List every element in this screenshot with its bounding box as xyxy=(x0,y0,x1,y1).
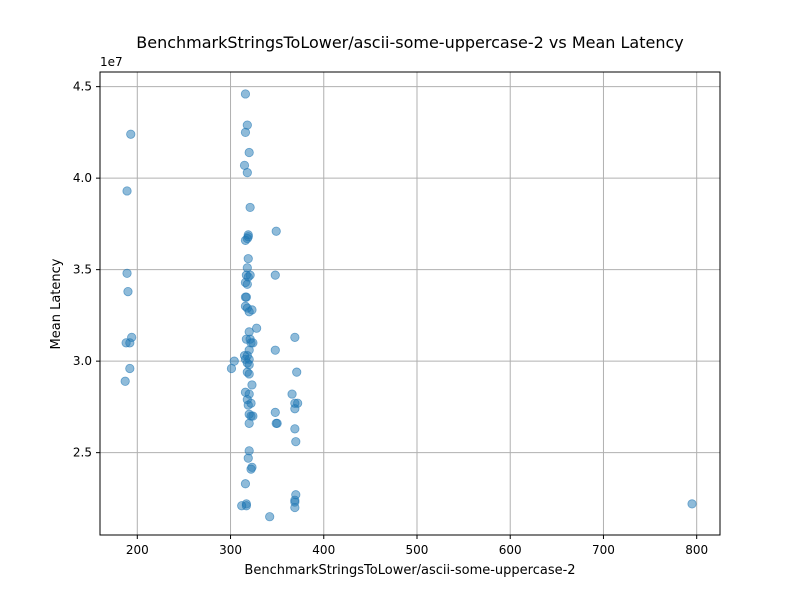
scatter-point xyxy=(226,363,237,374)
scatter-point xyxy=(290,404,300,414)
x-tick-label: 700 xyxy=(592,543,615,557)
axis-ticks: 200 300 400 500 600 700 800 2.5 3.0 3.5 4.0 4.5 xyxy=(73,80,708,557)
scatter-point xyxy=(242,168,252,178)
scatter-point xyxy=(240,89,251,99)
y-offset-label: 1e7 xyxy=(100,55,123,69)
scatter-point xyxy=(243,254,253,264)
x-tick-label: 200 xyxy=(126,543,149,557)
scatter-point xyxy=(237,501,247,511)
scatter-point xyxy=(122,268,132,278)
y-tick-label: 2.5 xyxy=(73,446,92,460)
scatter-point xyxy=(270,270,280,280)
data-points xyxy=(120,89,697,522)
scatter-point xyxy=(120,376,130,386)
scatter-point xyxy=(248,411,258,421)
scatter-point xyxy=(247,380,257,390)
scatter-point xyxy=(242,279,252,289)
scatter-point xyxy=(126,129,136,139)
y-tick-label: 3.5 xyxy=(73,263,92,277)
scatter-point xyxy=(244,369,254,379)
y-tick-label: 4.5 xyxy=(73,80,92,94)
x-tick-label: 400 xyxy=(312,543,335,557)
scatter-point xyxy=(290,424,300,434)
scatter-point xyxy=(292,367,302,377)
scatter-point xyxy=(125,338,135,348)
scatter-point xyxy=(244,418,254,428)
y-tick-label: 3.0 xyxy=(73,354,92,368)
scatter-point xyxy=(125,363,135,374)
scatter-point xyxy=(291,437,301,447)
scatter-point xyxy=(245,202,255,213)
scatter-point xyxy=(246,464,256,474)
scatter-point xyxy=(270,407,280,417)
x-tick-label: 300 xyxy=(219,543,242,557)
y-axis-label: Mean Latency xyxy=(49,258,64,349)
scatter-point xyxy=(687,499,697,509)
scatter-point xyxy=(270,345,280,355)
scatter-point xyxy=(265,512,275,522)
plot-frame xyxy=(99,71,721,536)
scatter-point xyxy=(243,453,253,463)
scatter-point xyxy=(290,332,300,342)
scatter-point xyxy=(240,292,251,302)
scatter-point xyxy=(123,287,133,297)
scatter-point xyxy=(246,398,256,408)
chart-title: BenchmarkStringsToLower/ascii-some-upper… xyxy=(136,33,683,52)
scatter-point xyxy=(272,418,282,428)
x-axis-label: BenchmarkStringsToLower/ascii-some-upper… xyxy=(244,563,575,578)
scatter-point xyxy=(271,226,281,236)
x-tick-label: 600 xyxy=(499,543,522,557)
scatter-point xyxy=(243,232,253,242)
scatter-point xyxy=(245,270,255,280)
scatter-point xyxy=(122,186,132,196)
scatter-point xyxy=(248,338,258,348)
scatter-point xyxy=(240,479,251,489)
scatter-point xyxy=(287,389,297,399)
grid xyxy=(100,72,720,535)
scatter-point xyxy=(240,127,251,137)
scatter-point xyxy=(247,305,257,315)
scatter-point xyxy=(252,323,262,333)
y-tick-label: 4.0 xyxy=(73,171,92,185)
scatter-point xyxy=(290,502,300,513)
x-tick-label: 800 xyxy=(685,543,708,557)
x-tick-label: 500 xyxy=(406,543,429,557)
scatter-point xyxy=(244,147,254,158)
